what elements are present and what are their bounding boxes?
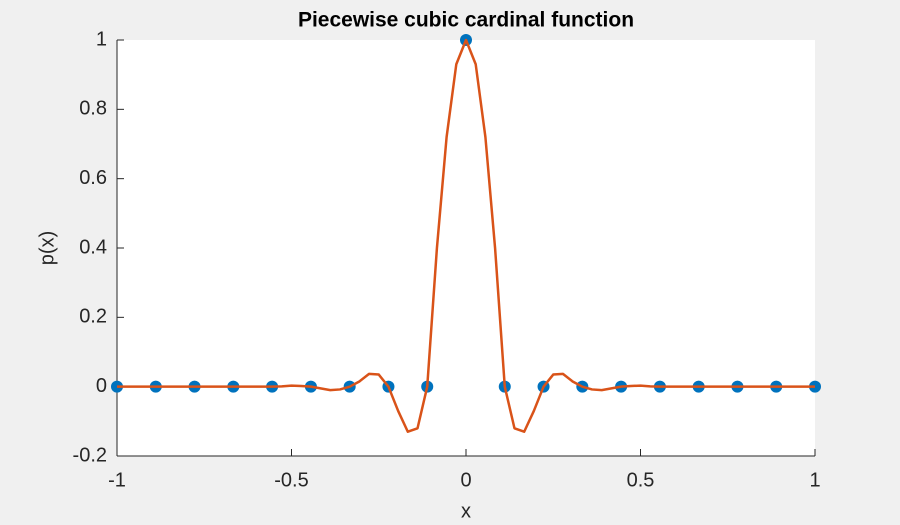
x-tick-label: -1 — [108, 469, 126, 491]
y-tick-label: 0.2 — [79, 306, 107, 328]
x-tick-label: 1 — [809, 469, 820, 491]
x-tick-label: 0.5 — [627, 469, 655, 491]
y-tick-label: -0.2 — [73, 444, 107, 466]
chart-title: Piecewise cubic cardinal function — [298, 9, 634, 32]
plot-area — [117, 40, 815, 456]
y-tick-label: 0 — [96, 375, 107, 397]
x-axis-label: x — [461, 500, 471, 522]
x-tick-label: -0.5 — [274, 469, 308, 491]
curve — [117, 38, 815, 433]
y-tick-label: 0.6 — [79, 167, 107, 189]
y-tick-label: 0.4 — [79, 236, 107, 258]
y-axis-label: p(x) — [36, 231, 58, 265]
x-tick-label: 0 — [460, 469, 471, 491]
y-tick-label: 1 — [96, 28, 107, 50]
y-tick-label: 0.8 — [79, 98, 107, 120]
